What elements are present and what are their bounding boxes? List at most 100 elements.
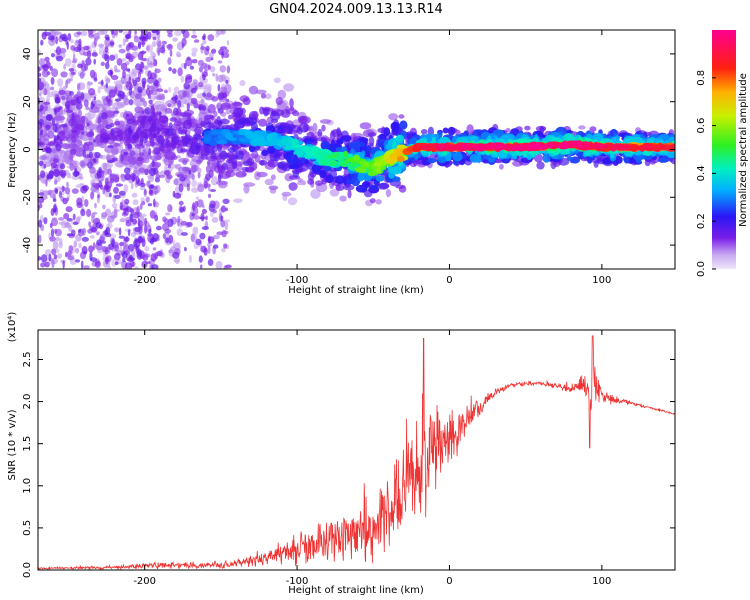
spectrogram-cell [129, 150, 136, 156]
spectrogram-cell [219, 46, 228, 50]
spectrogram-cell [133, 35, 140, 43]
spectrogram-cell [280, 108, 291, 118]
spectrogram-cell [167, 103, 172, 107]
spectrogram-cell [233, 107, 243, 118]
spectrogram-cell [426, 134, 432, 141]
spectrogram-cell [206, 242, 212, 247]
spectrogram-cell [319, 158, 327, 165]
spectrogram-cell [156, 95, 163, 100]
spectrogram-cell [183, 119, 192, 130]
spectrogram-cell [192, 215, 200, 220]
spectrogram-cell [101, 112, 108, 120]
spectrogram-cell [124, 262, 133, 269]
spectrogram-cell [563, 133, 575, 143]
spectrogram-cell [124, 173, 132, 181]
spectrogram-cell [221, 162, 229, 171]
x-tick-label: -200 [133, 275, 156, 286]
spectrogram-cell [189, 65, 194, 70]
spectrogram-cell [50, 53, 56, 58]
spectrogram-cell [191, 173, 195, 181]
spectrogram-cell [104, 46, 109, 53]
spectrogram-cell [219, 150, 228, 160]
spectrogram-cell [195, 159, 203, 164]
spectrogram-cell [147, 116, 153, 123]
spectrogram-cell [623, 155, 630, 164]
spectrogram-cell [45, 178, 48, 187]
spectrogram-cell [50, 218, 59, 227]
spectrogram-cell [304, 158, 309, 165]
spectrogram-cell [177, 67, 183, 77]
spectrogram-cell [149, 190, 153, 195]
spectrogram-cell [242, 160, 253, 167]
spectrogram-cell [151, 264, 159, 269]
colorbar-tick-label: 0.4 [696, 165, 707, 181]
spectrogram-cell [93, 32, 100, 40]
spectrogram-cell [182, 90, 187, 98]
spectrogram-cell [43, 164, 46, 169]
spectrogram-cell [524, 125, 531, 131]
spectrogram-cell [141, 201, 146, 206]
spectrogram-cell [104, 53, 108, 62]
spectrogram-cell [317, 129, 323, 137]
spectrogram-cell [129, 213, 134, 223]
spectrogram-cell [169, 49, 173, 57]
spectrogram-x-ticks: -200 -100 0 100 [133, 30, 611, 286]
spectrogram-cell [51, 68, 59, 78]
spectrogram-cell [277, 89, 287, 100]
spectrogram-cell [65, 251, 68, 258]
spectrogram-cell [49, 236, 56, 242]
spectrogram-cell [248, 85, 259, 95]
spectrogram-cell [150, 253, 157, 262]
spectrogram-cell [226, 65, 231, 74]
spectrogram-cell [495, 138, 505, 143]
spectrogram-cell [376, 166, 382, 173]
spectrogram-cell [134, 226, 141, 232]
spectrogram-cell [154, 214, 159, 222]
spectrogram-cell [38, 108, 43, 112]
spectrogram-cell [292, 110, 299, 117]
spectrogram-cell [153, 78, 159, 87]
spectrogram-cell [297, 178, 303, 183]
spectrogram-cell [78, 38, 82, 48]
spectrogram-cell [138, 167, 146, 173]
spectrogram-cell [184, 77, 188, 83]
spectrogram-cell [106, 77, 111, 84]
spectrogram-cell [90, 226, 97, 233]
x-tick-label: -100 [286, 275, 309, 286]
spectrogram-cell [355, 168, 367, 174]
colorbar: 0.00.20.40.60.8 Normalized spectral ampl… [696, 30, 749, 277]
y-tick-label: 2.0 [22, 394, 33, 410]
spectrogram-cell [355, 140, 361, 149]
spectrogram-cell [127, 154, 135, 164]
spectrogram-cell [65, 206, 73, 213]
spectrogram-cell [211, 146, 218, 153]
spectrogram-cell [67, 33, 72, 42]
y-tick-label: 1.5 [22, 436, 33, 452]
spectrogram-cell [128, 243, 135, 252]
spectrogram-cell [40, 254, 48, 263]
spectrogram-cell [153, 133, 158, 139]
spectrogram-cell [139, 186, 146, 191]
spectrogram-cell [132, 218, 138, 225]
spectrogram-cell [369, 184, 379, 190]
spectrogram-cell [135, 175, 140, 185]
spectrogram-cell [43, 101, 51, 106]
spectrogram-cell [181, 37, 187, 47]
spectrogram-cell [55, 237, 60, 242]
spectrogram-cell [91, 212, 96, 219]
spectrogram-cell [237, 161, 243, 167]
spectrogram-cell [80, 30, 88, 37]
spectrogram-cell [81, 246, 88, 255]
spectrogram-cell [495, 142, 503, 151]
spectrogram-cell [149, 138, 155, 147]
spectrogram-cell [59, 139, 63, 145]
spectrogram-cell [105, 257, 109, 265]
spectrogram-cell [212, 234, 220, 240]
spectrogram-cell [124, 167, 131, 174]
spectrogram-cell [343, 150, 349, 158]
spectrogram-cell [58, 190, 63, 198]
spectrogram-cell [95, 99, 103, 106]
spectrogram-cell [111, 202, 118, 209]
spectrogram-cell [219, 65, 226, 73]
